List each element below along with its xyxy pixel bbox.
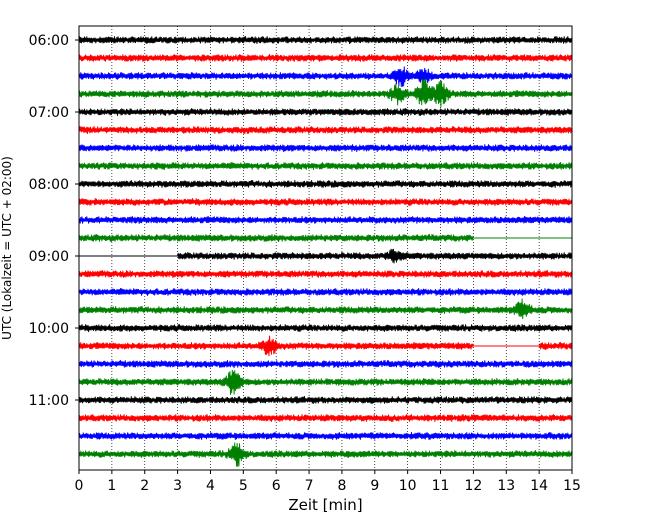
x-tick-label: 7 (305, 478, 314, 494)
seismogram-trace (78, 36, 573, 45)
seismogram-trace (78, 66, 573, 88)
seismogram-trace (78, 431, 573, 441)
y-axis-ticks: 06:00 07:00 08:00 09:00 10:00 11:00 (29, 33, 79, 409)
x-tick-label: 9 (370, 478, 379, 494)
seismogram-trace (78, 395, 573, 404)
x-tick-label: 5 (239, 478, 248, 494)
x-tick-label: 12 (464, 478, 482, 494)
y-tick-label: 11:00 (29, 393, 69, 409)
seismogram-trace (78, 108, 573, 117)
seismogram-trace (78, 125, 573, 135)
y-tick-label: 09:00 (29, 249, 69, 265)
x-tick-label: 8 (337, 478, 346, 494)
x-tick-label: 15 (563, 478, 581, 494)
x-tick-label: 3 (173, 478, 182, 494)
x-tick-label: 4 (206, 478, 215, 494)
x-tick-label: 0 (75, 478, 84, 494)
seismogram-trace (78, 269, 573, 279)
y-axis-label: UTC (Lokalzeit = UTC + 02:00) (0, 156, 14, 340)
x-tick-label: 14 (530, 478, 548, 494)
y-tick-label: 10:00 (29, 321, 69, 337)
seismogram-trace (78, 359, 573, 369)
seismogram-trace (78, 335, 573, 357)
seismogram-trace (78, 298, 573, 320)
seismogram-trace (78, 54, 573, 63)
seismogram-trace (78, 144, 573, 153)
y-tick-label: 06:00 (29, 33, 69, 49)
seismogram-trace (78, 215, 573, 224)
seismogram-trace (78, 233, 572, 243)
seismogram-trace (78, 197, 573, 207)
x-tick-label: 2 (140, 478, 149, 494)
axes-frame (78, 25, 573, 471)
x-axis-label: Zeit [min] (288, 496, 362, 514)
x-tick-label: 6 (272, 478, 281, 494)
x-tick-label: 11 (432, 478, 450, 494)
y-tick-label: 08:00 (29, 177, 69, 193)
seismogram-trace (78, 369, 573, 395)
seismogram-trace (78, 324, 573, 333)
seismogram-trace (78, 78, 573, 108)
trace-layer (78, 36, 573, 467)
seismogram-trace (78, 442, 573, 467)
seismogram-trace (78, 180, 573, 189)
x-tick-label: 1 (107, 478, 116, 494)
x-tick-label: 13 (497, 478, 515, 494)
seismogram-trace (78, 161, 573, 171)
x-axis-ticks: 0 1 2 3 4 5 6 7 8 9 10 11 12 13 14 15 (75, 470, 581, 494)
y-tick-label: 07:00 (29, 105, 69, 121)
seismogram-trace (78, 287, 573, 297)
seismogram-trace (79, 248, 573, 264)
x-tick-label: 10 (399, 478, 417, 494)
grid-layer (111, 26, 540, 470)
seismogram-trace (78, 413, 573, 422)
